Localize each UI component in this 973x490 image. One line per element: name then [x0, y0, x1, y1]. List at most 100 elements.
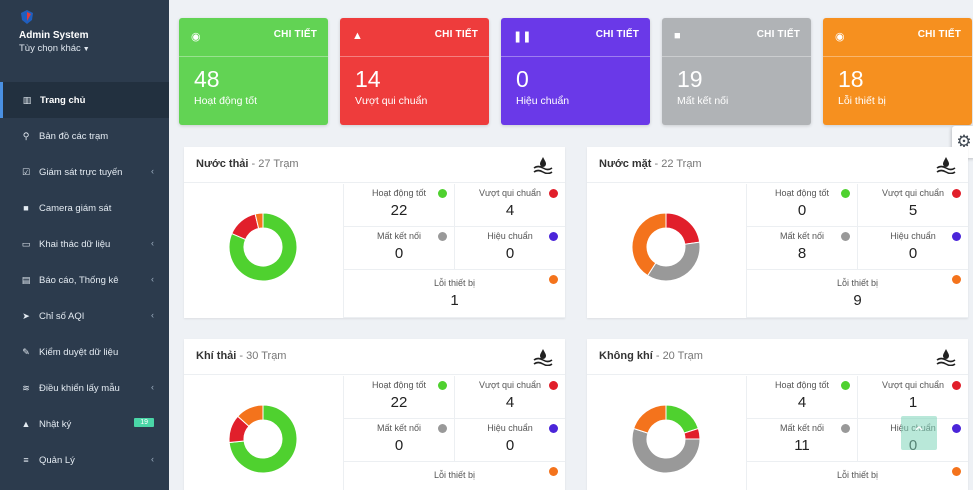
donut-slice[interactable]: [631, 212, 667, 277]
stat-card: ◉ CHI TIẾT 18 Lỗi thiết bị: [823, 18, 972, 125]
donut-slice[interactable]: [237, 404, 264, 427]
database-icon: ≡: [23, 455, 29, 465]
donut-slice[interactable]: [228, 404, 298, 474]
status-cell-good[interactable]: Hoạt động tốt 4: [746, 376, 857, 419]
divider: [501, 56, 650, 57]
status-cell-disconnected[interactable]: Mất kết nối 0: [343, 419, 454, 462]
sidebar-item[interactable]: ✎ Kiểm duyệt dữ liệu: [0, 334, 169, 370]
status-cell-good[interactable]: Hoạt động tốt 22: [343, 376, 454, 419]
status-label: Vượt qui chuẩn: [479, 188, 541, 198]
sidebar-item-label: Khai thác dữ liệu: [39, 238, 111, 250]
sidebar-item[interactable]: ≋ Điều khiển lấy mẫu ‹: [0, 370, 169, 406]
sidebar-nav: ▥ Trang chủ ⚲ Bản đồ các trạm ☑ Giám sát trực…: [0, 82, 169, 478]
sidebar-item[interactable]: ▭ Khai thác dữ liệu ‹: [0, 226, 169, 262]
donut-slice[interactable]: [633, 404, 667, 434]
status-label: Vượt qui chuẩn: [882, 188, 944, 198]
status-cell-good[interactable]: Hoạt động tốt 0: [746, 184, 857, 227]
detail-link[interactable]: CHI TIẾT: [595, 29, 639, 40]
status-cell-error[interactable]: Lỗi thiết bị: [343, 462, 565, 490]
sidebar-item[interactable]: ▤ Báo cáo, Thống kê ‹: [0, 262, 169, 298]
status-value: 22: [390, 202, 408, 219]
donut-slice[interactable]: [665, 212, 701, 245]
video-camera-icon: ■: [23, 203, 29, 213]
status-value: 0: [394, 437, 404, 454]
more-options-menu[interactable]: Tùy chọn khác ▼: [19, 43, 90, 54]
water-icon[interactable]: [533, 156, 553, 174]
checkbox-icon: ☑: [21, 166, 31, 177]
donut-slice[interactable]: [228, 212, 298, 282]
status-label: Mất kết nối: [376, 231, 422, 241]
sidebar-item[interactable]: ➤ Chỉ số AQI ‹: [0, 298, 169, 334]
status-cell-error[interactable]: Lỗi thiết bị: [746, 462, 968, 490]
wifi-icon: ≋: [22, 382, 30, 393]
sidebar-item[interactable]: ■ Camera giám sát: [0, 190, 169, 226]
stat-card: ▲ CHI TIẾT 14 Vượt qui chuẩn: [340, 18, 489, 125]
status-label: Mất kết nối: [779, 423, 825, 433]
status-label: Hoạt động tốt: [371, 188, 427, 198]
status-dot: [952, 381, 961, 390]
status-cell-exceed[interactable]: Vượt qui chuẩn 5: [857, 184, 968, 227]
status-dot: [438, 424, 447, 433]
detail-link[interactable]: CHI TIẾT: [434, 29, 478, 40]
water-icon[interactable]: [533, 348, 553, 366]
caret-down-icon: ▼: [82, 46, 90, 53]
status-cell-exceed[interactable]: Vượt qui chuẩn 4: [454, 376, 565, 419]
status-cell-calibration[interactable]: Hiệu chuẩn 0: [454, 227, 565, 270]
status-cell-calibration[interactable]: Hiệu chuẩn 0: [857, 227, 968, 270]
detail-link[interactable]: CHI TIẾT: [917, 29, 961, 40]
donut-slice[interactable]: [254, 212, 264, 230]
scroll-to-top-button[interactable]: ⌃: [901, 416, 937, 450]
sidebar-item[interactable]: ⚲ Bản đồ các trạm: [0, 118, 169, 154]
sidebar-item[interactable]: ☑ Giám sát trực tuyến ‹: [0, 154, 169, 190]
notification-count-badge: 19: [134, 418, 154, 427]
status-dot: [549, 275, 558, 284]
status-value: 0: [505, 437, 515, 454]
status-cell-disconnected[interactable]: Mất kết nối 0: [343, 227, 454, 270]
detail-link[interactable]: CHI TIẾT: [273, 29, 317, 40]
send-icon: ➤: [22, 310, 30, 321]
chevron-left-icon: ‹: [151, 454, 154, 464]
sidebar-item-label: Báo cáo, Thống kê: [39, 274, 119, 286]
status-value: 0: [797, 202, 807, 219]
sidebar-item[interactable]: ▲ Nhật ký 19: [0, 406, 169, 442]
donut-slice[interactable]: [631, 427, 701, 474]
more-options-label: Tùy chọn khác: [19, 43, 81, 54]
stat-value: 0: [516, 66, 529, 92]
station-panel: Nước thải - 27 Trạm Hoạt động tốt 22 Vượt q…: [184, 147, 565, 318]
status-cell-error[interactable]: Lỗi thiết bị 9: [746, 270, 968, 318]
donut-slice[interactable]: [231, 213, 260, 241]
status-value: 4: [505, 394, 515, 411]
status-cell-good[interactable]: Hoạt động tốt 22: [343, 184, 454, 227]
sidebar-item-label: Kiểm duyệt dữ liệu: [39, 346, 119, 358]
stat-value: 48: [194, 66, 220, 92]
status-cell-disconnected[interactable]: Mất kết nối 8: [746, 227, 857, 270]
status-cell-disconnected[interactable]: Mất kết nối 11: [746, 419, 857, 462]
status-value: 1: [908, 394, 918, 411]
donut-slice[interactable]: [646, 241, 701, 282]
panel-station-count: - 30 Trạm: [239, 350, 287, 362]
status-dot: [438, 189, 447, 198]
sidebar-item-label: Bản đồ các trạm: [39, 130, 109, 142]
status-cell-error[interactable]: Lỗi thiết bị 1: [343, 270, 565, 318]
status-value: 11: [794, 437, 810, 454]
donut-svg: [228, 212, 298, 282]
water-icon[interactable]: [936, 348, 956, 366]
status-cell-calibration[interactable]: Hiệu chuẩn 0: [454, 419, 565, 462]
stat-card: ◉ CHI TIẾT 48 Hoạt động tốt: [179, 18, 328, 125]
stat-label: Vượt qui chuẩn: [355, 95, 428, 107]
sidebar-item[interactable]: ≡ Quản Lý ‹: [0, 442, 169, 478]
sidebar-item[interactable]: ▥ Trang chủ: [0, 82, 169, 118]
status-cell-exceed[interactable]: Vượt qui chuẩn 4: [454, 184, 565, 227]
sidebar-item-label: Camera giám sát: [39, 202, 112, 214]
status-value: 5: [908, 202, 918, 219]
status-cell-exceed[interactable]: Vượt qui chuẩn 1: [857, 376, 968, 419]
stat-card: ■ CHI TIẾT 19 Mất kết nối: [662, 18, 811, 125]
edit-icon: ✎: [22, 346, 30, 357]
status-label: Mất kết nối: [779, 231, 825, 241]
status-label: Hiệu chuẩn: [487, 231, 533, 241]
donut-slice[interactable]: [665, 404, 699, 434]
detail-link[interactable]: CHI TIẾT: [756, 29, 800, 40]
status-label: Lỗi thiết bị: [433, 470, 476, 480]
water-icon[interactable]: [936, 156, 956, 174]
stat-label: Lỗi thiết bị: [838, 95, 886, 107]
